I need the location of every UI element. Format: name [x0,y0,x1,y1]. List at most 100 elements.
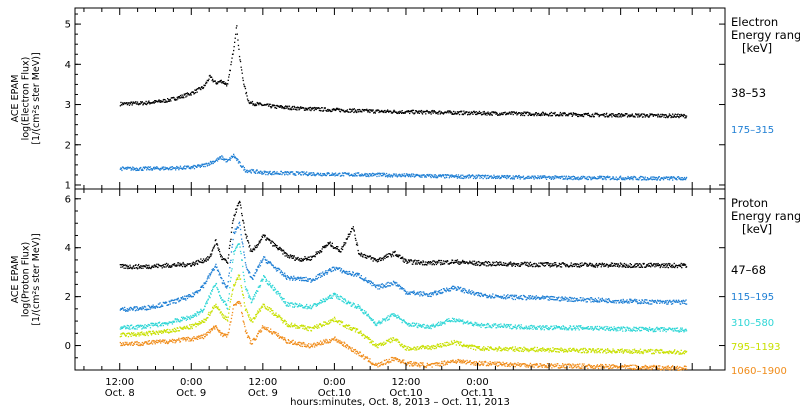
data-point [131,168,133,170]
data-point [483,323,485,326]
data-point [683,263,685,265]
data-point [315,275,317,277]
data-point [134,307,136,309]
data-point [204,305,206,308]
data-point [568,176,571,178]
data-point [502,175,504,177]
data-point [355,110,357,112]
data-point [592,300,594,303]
data-point [226,285,228,288]
data-point [312,174,314,176]
data-point [224,304,227,306]
data-point [141,306,143,308]
data-point [495,113,497,115]
data-point [177,98,179,100]
data-point [404,321,406,323]
data-point [160,101,162,103]
data-point [332,295,334,297]
data-point [211,271,213,273]
data-point [168,266,170,268]
data-point [306,107,308,110]
data-point [183,166,185,168]
data-point [191,264,193,266]
data-point [350,274,352,276]
data-point [154,168,156,170]
data-point [572,265,574,267]
data-point [590,178,593,180]
data-point [612,113,614,115]
data-point [270,107,272,109]
data-point [562,262,564,264]
data-point [195,291,197,294]
data-point [588,264,590,266]
data-point [527,297,529,300]
data-point [347,236,349,238]
data-point [403,320,405,322]
data-point [226,287,228,289]
data-point [121,102,124,104]
data-point [601,300,603,302]
data-point [301,305,303,307]
data-point [551,298,553,300]
data-point [350,174,352,176]
data-point [234,156,236,158]
data-point [250,298,252,300]
data-point [220,296,222,299]
data-point [311,256,313,259]
data-point [542,176,544,179]
data-point [496,112,498,115]
data-point [476,176,478,178]
data-point [586,265,588,267]
data-point [243,251,245,253]
data-point [611,262,614,264]
data-point [448,112,450,114]
data-point [383,111,385,114]
data-point [546,296,549,298]
data-point [261,171,264,173]
data-point [270,262,272,264]
data-point [312,278,315,281]
data-point [157,326,159,328]
data-point [668,262,670,265]
data-point [222,82,225,84]
data-point [650,303,652,305]
data-point [337,268,339,270]
data-point [433,110,435,112]
data-point [517,113,519,115]
data-point [435,112,438,114]
data-point [600,299,602,302]
data-point [413,260,416,262]
data-point [512,111,514,113]
data-point [634,263,636,265]
data-point [566,264,569,267]
data-point [444,177,446,179]
data-point [487,296,489,299]
data-point [257,290,259,292]
data-point [513,111,515,113]
data-point [451,259,454,261]
data-point [503,294,505,296]
data-point [617,264,619,266]
data-point [181,94,183,96]
data-point [334,108,336,110]
data-point [677,113,679,115]
data-point [267,174,269,176]
data-point [458,318,460,320]
data-point [189,295,191,297]
data-point [621,113,623,115]
data-point [564,112,566,114]
data-point [615,302,617,304]
data-point [623,262,625,265]
data-point [359,307,361,309]
data-point [204,84,206,87]
data-point [531,295,534,297]
data-point [397,316,399,318]
data-point [670,176,673,178]
data-point [416,173,418,176]
data-point [559,111,562,114]
data-point [666,299,668,302]
data-point [264,258,266,261]
data-point [135,325,137,328]
data-point [130,307,132,309]
data-point [486,261,488,263]
